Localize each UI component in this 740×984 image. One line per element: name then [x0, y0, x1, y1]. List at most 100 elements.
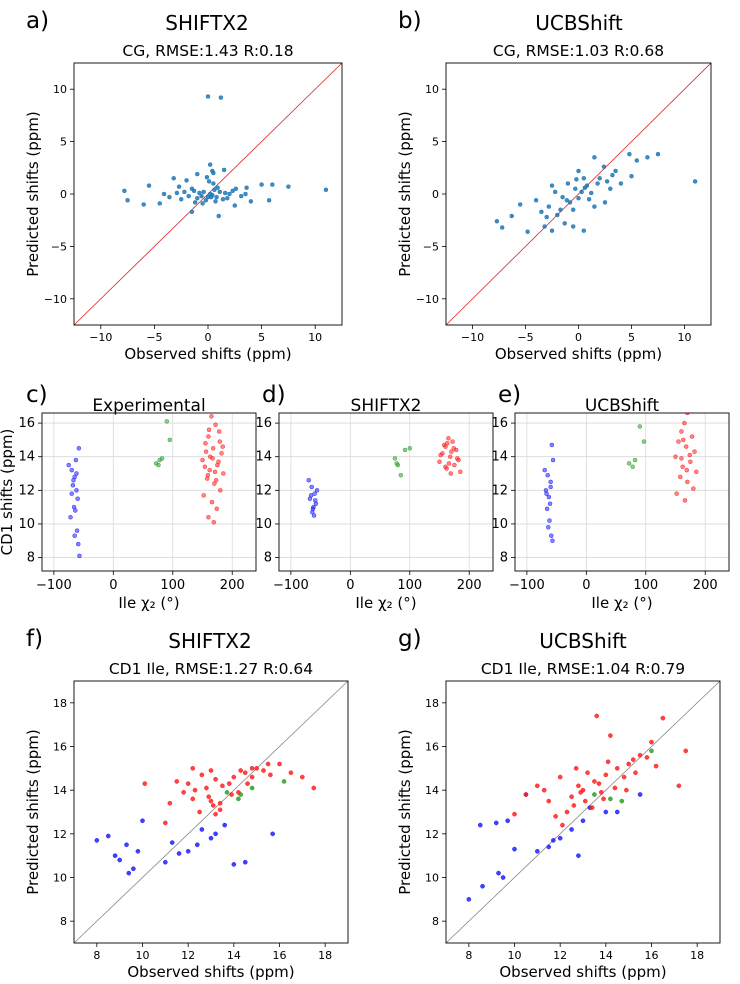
data-point: [533, 198, 539, 203]
data-point: [608, 186, 613, 192]
data-point: [157, 201, 163, 206]
y-tick-label: 10: [491, 517, 508, 532]
x-axis-label: Ile χ₂ (°): [118, 594, 179, 612]
data-point: [66, 462, 71, 468]
x-axis-label: Observed shifts (ppm): [499, 963, 666, 981]
series-f-2: [142, 761, 317, 826]
series-d-1: [392, 446, 413, 478]
y-tick-label: 10: [53, 872, 67, 885]
data-point: [265, 761, 271, 767]
series-e-1: [626, 424, 647, 470]
data-point: [544, 214, 549, 220]
data-point: [236, 796, 241, 802]
chart-title: CD1 Ile, RMSE:1.04 R:0.79: [481, 660, 685, 678]
series-b-0: [494, 151, 698, 234]
data-point: [206, 794, 212, 800]
data-point: [619, 798, 625, 804]
data-point: [576, 783, 581, 789]
data-point: [580, 818, 586, 824]
data-point: [184, 178, 189, 183]
data-point: [222, 190, 228, 196]
data-point: [641, 439, 647, 444]
data-point: [213, 477, 219, 483]
data-point: [684, 467, 690, 473]
data-point: [206, 514, 211, 520]
data-point: [231, 862, 237, 867]
data-point: [216, 459, 221, 464]
data-point: [135, 848, 141, 854]
chart-e: −100 0 100 200 8 10 12 14 16 UCBShift Ile χ₂ (°): [491, 396, 730, 612]
data-point: [581, 176, 587, 181]
data-point: [68, 514, 73, 520]
data-point: [201, 189, 206, 195]
data-point: [214, 194, 219, 200]
data-point: [206, 434, 211, 439]
data-point: [216, 213, 221, 219]
data-point: [512, 811, 517, 817]
panel-letter-a: a): [26, 8, 49, 34]
identity-line: [74, 681, 348, 943]
data-point: [217, 807, 223, 813]
series-g-2: [512, 713, 689, 828]
data-point: [637, 752, 643, 758]
data-point: [249, 774, 255, 780]
data-point: [210, 192, 215, 198]
data-point: [592, 779, 597, 784]
data-point: [637, 792, 643, 797]
data-point: [546, 494, 552, 500]
y-tick-label: −5: [423, 240, 439, 253]
data-point: [578, 790, 584, 795]
x-tick-label: 14: [599, 949, 613, 962]
data-point: [480, 883, 485, 889]
data-point: [655, 151, 661, 157]
chart-f: 8 10 12 14 16 18 8 10 12 14 16 18 CD1 Ile, RMSE:1.27…: [24, 660, 349, 981]
data-point: [243, 191, 248, 197]
data-point: [560, 194, 565, 200]
data-point: [245, 781, 250, 786]
x-tick-label: 0: [575, 331, 582, 344]
data-point: [185, 781, 191, 786]
data-point: [306, 477, 311, 483]
data-point: [270, 182, 275, 187]
data-point: [249, 765, 255, 771]
panel-letter-e: e): [498, 382, 521, 408]
x-axis-label: Ile χ₂ (°): [591, 594, 652, 612]
data-point: [633, 770, 638, 776]
data-point: [694, 469, 699, 475]
data-point: [576, 168, 581, 174]
data-point: [557, 774, 563, 780]
x-tick-label: 12: [181, 949, 195, 962]
data-point: [549, 183, 555, 188]
data-point: [195, 171, 200, 177]
data-point: [509, 213, 514, 219]
chart-title: SHIFTX2: [351, 396, 422, 416]
data-point: [204, 174, 210, 180]
x-tick-label: 10: [136, 949, 150, 962]
data-point: [477, 822, 483, 828]
data-point: [209, 414, 214, 419]
data-point: [202, 464, 208, 470]
x-tick-label: 100: [397, 578, 422, 593]
data-point: [588, 190, 594, 196]
data-point: [248, 199, 254, 204]
data-point: [680, 464, 685, 470]
data-point: [678, 474, 683, 480]
data-point: [266, 198, 272, 203]
x-tick-label: 100: [633, 578, 658, 593]
data-point: [539, 209, 544, 215]
data-point: [244, 185, 249, 190]
data-point: [212, 187, 217, 193]
y-tick-label: 0: [432, 188, 439, 201]
data-point: [140, 818, 145, 824]
data-point: [221, 167, 227, 173]
data-point: [288, 770, 294, 776]
data-point: [226, 781, 232, 786]
y-tick-label: 16: [18, 416, 35, 431]
data-point: [517, 202, 523, 207]
data-point: [687, 452, 693, 458]
chart-b: −10 −5 0 5 10 −10 −5 0 5 10 CG, RMSE:1.03 R:0.68 Ob…: [396, 42, 712, 363]
series-g-1: [592, 748, 654, 804]
data-point: [131, 866, 136, 872]
series-c-0: [66, 446, 82, 559]
y-axis-label: Predicted shifts (ppm): [24, 729, 42, 895]
